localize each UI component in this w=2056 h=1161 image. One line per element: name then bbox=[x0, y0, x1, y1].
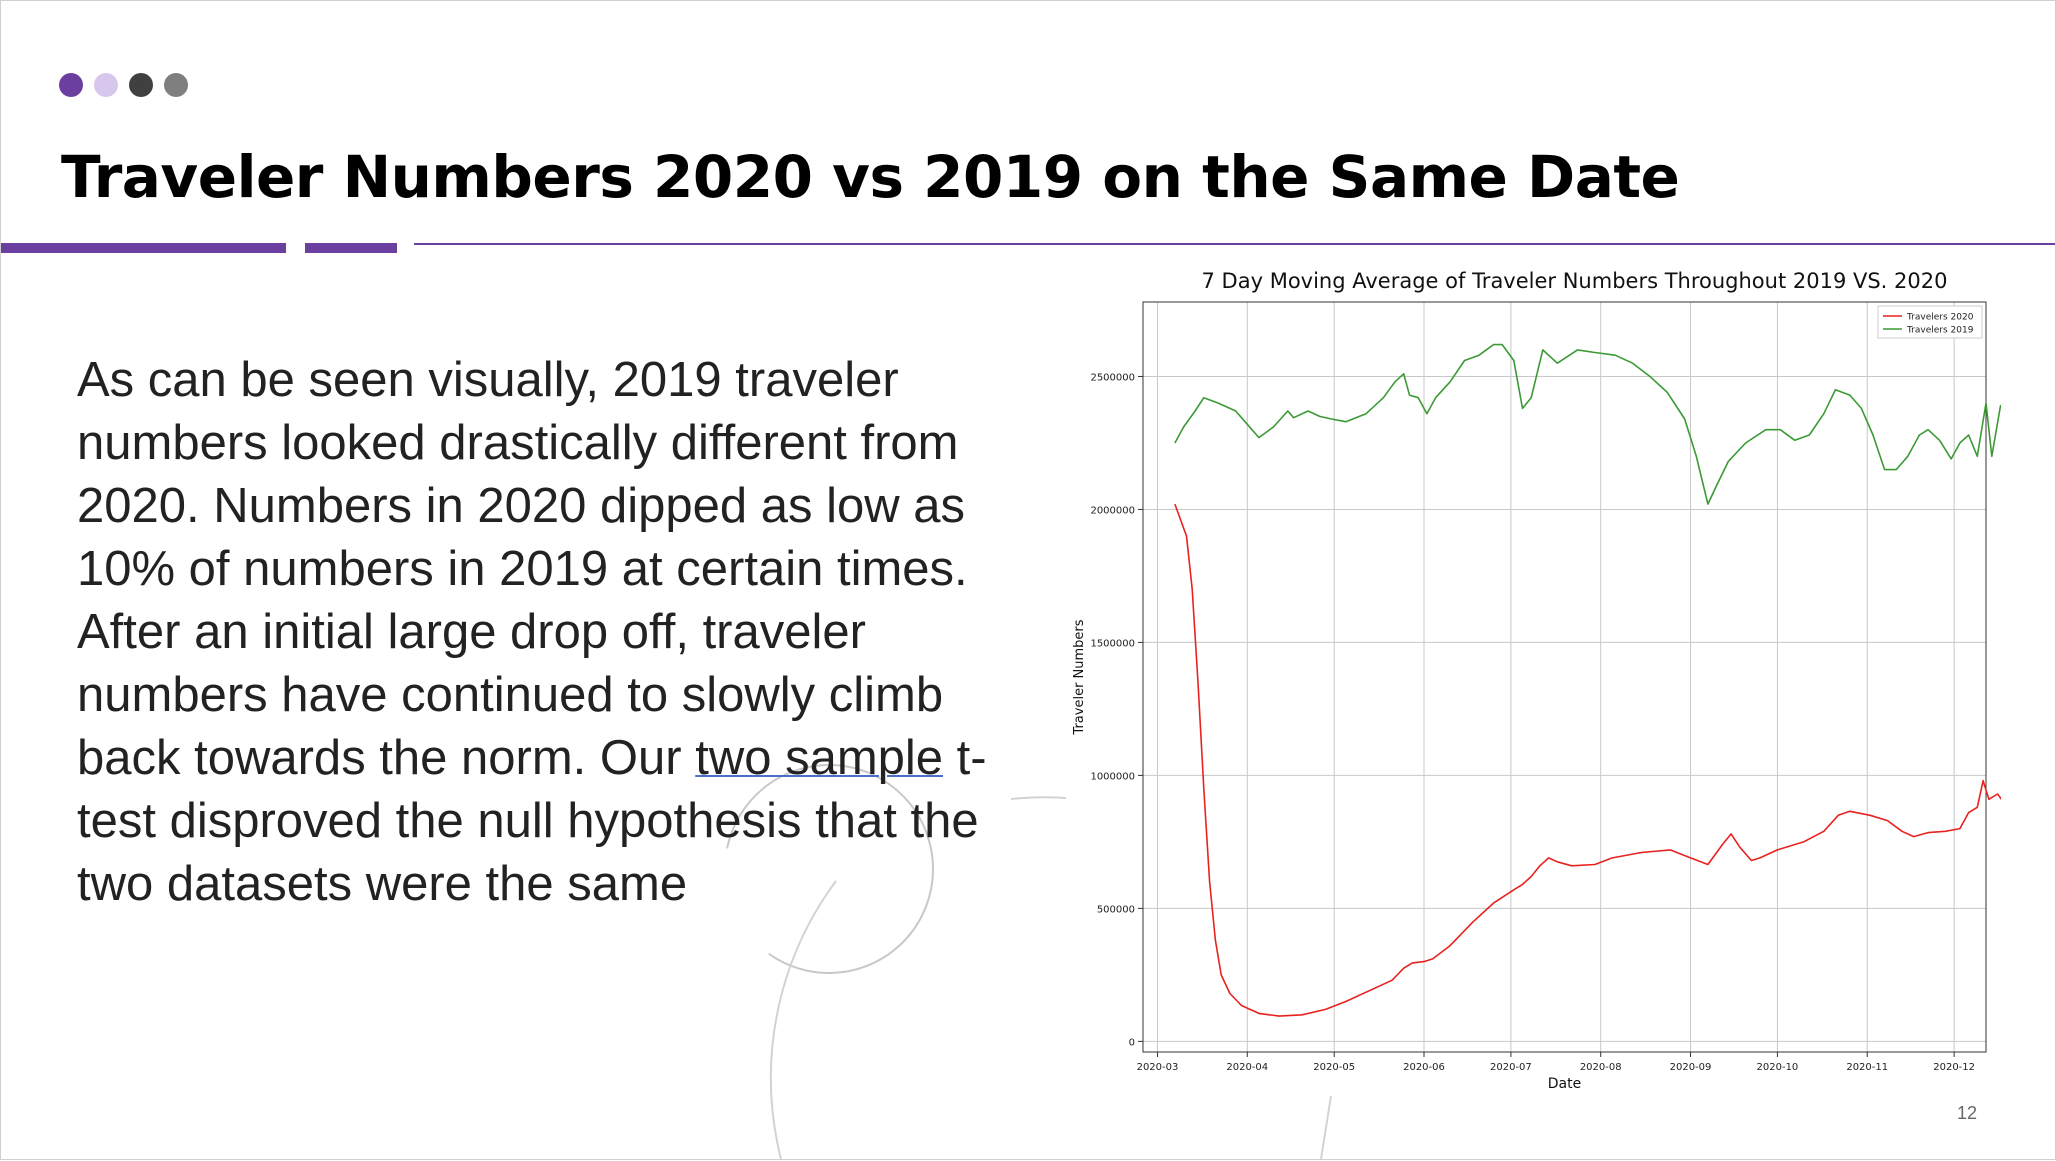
x-tick-label: 2020-10 bbox=[1757, 1062, 1799, 1073]
chart-title: 7 Day Moving Average of Traveler Numbers… bbox=[1202, 269, 1948, 293]
x-tick-label: 2020-04 bbox=[1226, 1062, 1268, 1073]
series-line-2 bbox=[1174, 343, 2001, 505]
x-tick-label: 2020-05 bbox=[1313, 1062, 1355, 1073]
body-paragraph: As can be seen visually, 2019 traveler n… bbox=[77, 349, 1017, 916]
y-tick-label: 500000 bbox=[1097, 904, 1135, 915]
dot-1 bbox=[59, 73, 83, 97]
x-tick-label: 2020-06 bbox=[1403, 1062, 1445, 1073]
dot-4 bbox=[164, 73, 188, 97]
y-tick-label: 2500000 bbox=[1090, 372, 1135, 383]
y-tick-label: 1500000 bbox=[1090, 638, 1135, 649]
x-tick-label: 2020-11 bbox=[1846, 1062, 1888, 1073]
y-tick-label: 1000000 bbox=[1090, 771, 1135, 782]
title-underline-line bbox=[414, 243, 2055, 245]
title-underline-bar-short bbox=[305, 243, 397, 253]
x-tick-label: 2020-08 bbox=[1580, 1062, 1622, 1073]
dot-3 bbox=[129, 73, 153, 97]
body-text-underlined: two sample bbox=[695, 731, 944, 785]
page-number: 12 bbox=[1957, 1103, 1978, 1123]
y-tick-label: 0 bbox=[1129, 1037, 1135, 1048]
body-text-part1: As can be seen visually, 2019 traveler n… bbox=[77, 353, 968, 785]
decorative-dots bbox=[59, 73, 188, 97]
series-line-1 bbox=[1174, 503, 2001, 1017]
x-tick-label: 2020-07 bbox=[1490, 1062, 1532, 1073]
x-tick-label: 2020-09 bbox=[1670, 1062, 1712, 1073]
dot-2 bbox=[94, 73, 118, 97]
y-tick-label: 2000000 bbox=[1090, 505, 1135, 516]
x-tick-label: 2020-12 bbox=[1933, 1062, 1975, 1073]
title-underline-bar bbox=[1, 243, 286, 253]
slide-title: Traveler Numbers 2020 vs 2019 on the Sam… bbox=[61, 143, 1680, 211]
legend-label-1: Travelers 2020 bbox=[1906, 313, 1974, 323]
y-axis-label: Traveler Numbers bbox=[1072, 619, 1087, 735]
body-text-part2: t-test disproved the null hypothesis tha… bbox=[77, 731, 987, 911]
x-tick-label: 2020-03 bbox=[1137, 1062, 1179, 1073]
plot-frame bbox=[1142, 301, 1987, 1053]
line-chart: 7 Day Moving Average of Traveler Numbers… bbox=[1072, 269, 2001, 1092]
x-axis-label: Date bbox=[1548, 1076, 1581, 1092]
legend-label-2: Travelers 2019 bbox=[1906, 326, 1974, 336]
legend-box bbox=[1877, 305, 1983, 339]
